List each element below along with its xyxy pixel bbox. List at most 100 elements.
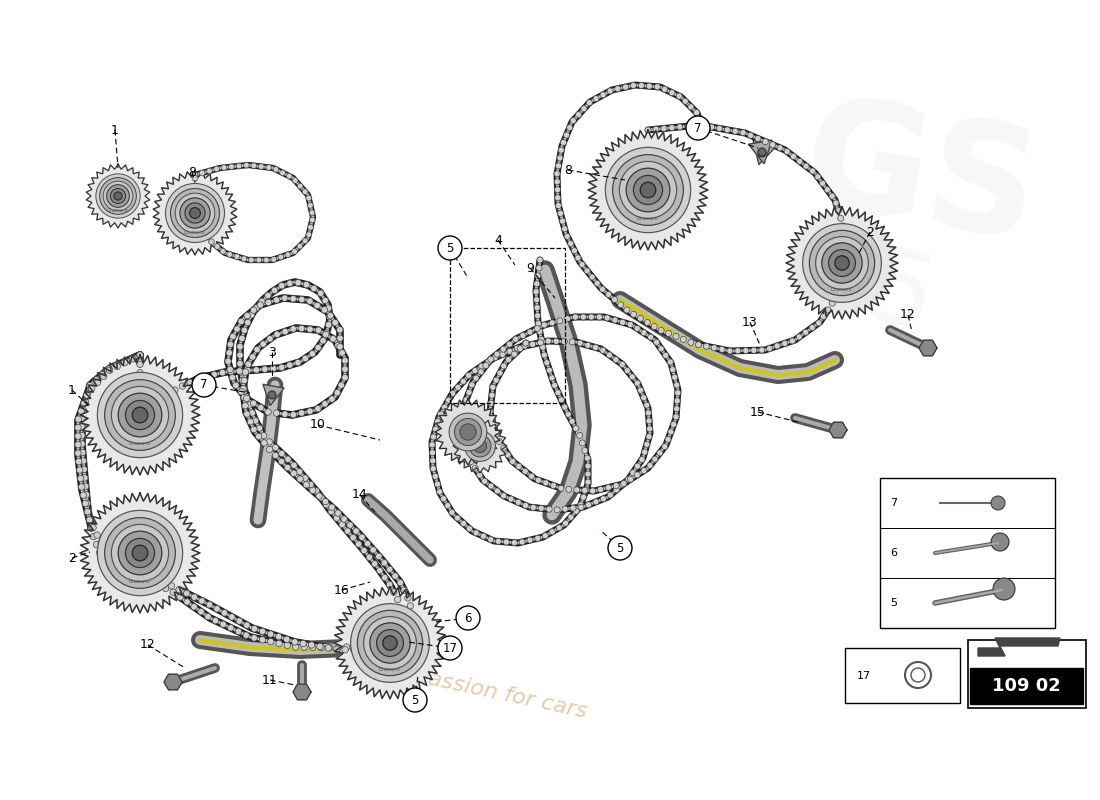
Circle shape — [634, 175, 662, 205]
Circle shape — [404, 626, 409, 633]
Circle shape — [82, 483, 89, 490]
Circle shape — [568, 241, 574, 246]
Circle shape — [238, 369, 244, 375]
Circle shape — [381, 560, 387, 566]
Circle shape — [292, 249, 297, 254]
Circle shape — [441, 404, 448, 410]
Circle shape — [828, 250, 856, 277]
Circle shape — [326, 645, 331, 651]
Circle shape — [243, 632, 250, 638]
Circle shape — [221, 610, 228, 616]
Circle shape — [346, 522, 353, 528]
Circle shape — [825, 307, 830, 313]
Circle shape — [803, 163, 810, 170]
Circle shape — [295, 359, 301, 366]
Circle shape — [300, 640, 307, 646]
Circle shape — [241, 378, 248, 384]
Circle shape — [597, 486, 604, 493]
Circle shape — [575, 255, 581, 261]
Circle shape — [432, 474, 439, 479]
Circle shape — [626, 168, 670, 212]
Circle shape — [102, 555, 109, 562]
Circle shape — [278, 254, 284, 260]
Circle shape — [236, 343, 243, 350]
Circle shape — [84, 500, 90, 506]
Circle shape — [676, 124, 683, 130]
Circle shape — [136, 352, 143, 358]
Circle shape — [192, 183, 198, 189]
Circle shape — [536, 321, 541, 326]
Text: 16: 16 — [334, 583, 350, 597]
Circle shape — [578, 340, 583, 346]
Circle shape — [822, 243, 862, 283]
Circle shape — [590, 488, 596, 494]
Circle shape — [535, 326, 540, 331]
Circle shape — [136, 412, 143, 418]
Circle shape — [429, 450, 436, 456]
Circle shape — [81, 474, 88, 481]
Circle shape — [265, 292, 272, 299]
Circle shape — [487, 408, 493, 414]
Circle shape — [454, 515, 461, 521]
Circle shape — [695, 342, 702, 348]
Circle shape — [464, 430, 495, 462]
Polygon shape — [334, 587, 446, 699]
Circle shape — [462, 444, 469, 450]
Circle shape — [238, 318, 244, 325]
Circle shape — [326, 322, 332, 328]
Circle shape — [82, 398, 89, 405]
Circle shape — [79, 415, 85, 422]
Circle shape — [569, 339, 575, 345]
Circle shape — [293, 644, 299, 650]
Circle shape — [791, 154, 796, 159]
Circle shape — [334, 645, 341, 651]
Circle shape — [461, 520, 466, 526]
Circle shape — [573, 508, 580, 514]
Circle shape — [400, 587, 407, 594]
Circle shape — [256, 257, 262, 263]
Circle shape — [619, 162, 676, 218]
Circle shape — [657, 450, 663, 456]
Circle shape — [392, 573, 398, 579]
Circle shape — [463, 397, 470, 403]
Text: 12: 12 — [140, 638, 156, 651]
Circle shape — [282, 328, 288, 335]
Circle shape — [213, 166, 220, 172]
Circle shape — [493, 377, 499, 383]
Circle shape — [213, 606, 220, 612]
Circle shape — [192, 198, 198, 204]
Circle shape — [478, 363, 485, 370]
Circle shape — [528, 474, 535, 479]
Circle shape — [635, 380, 640, 386]
Circle shape — [688, 104, 694, 110]
Circle shape — [370, 546, 376, 554]
Circle shape — [565, 411, 571, 418]
Circle shape — [273, 445, 278, 451]
Circle shape — [195, 213, 200, 218]
Bar — [968, 640, 1086, 708]
Text: 13: 13 — [742, 315, 758, 329]
Circle shape — [192, 175, 198, 182]
Circle shape — [538, 506, 544, 511]
Circle shape — [282, 295, 288, 302]
Text: 10: 10 — [310, 418, 326, 431]
Circle shape — [95, 379, 101, 386]
Circle shape — [114, 558, 121, 565]
Circle shape — [810, 168, 815, 174]
Circle shape — [512, 351, 517, 357]
Circle shape — [507, 348, 513, 354]
Circle shape — [314, 302, 320, 309]
Circle shape — [321, 306, 328, 313]
Circle shape — [318, 494, 324, 501]
Circle shape — [103, 181, 133, 211]
Circle shape — [315, 406, 321, 412]
Circle shape — [227, 366, 233, 373]
Circle shape — [274, 331, 280, 338]
Circle shape — [301, 644, 307, 650]
Circle shape — [585, 342, 591, 348]
Circle shape — [284, 636, 290, 642]
Circle shape — [364, 617, 417, 670]
Circle shape — [842, 246, 848, 253]
Circle shape — [438, 236, 462, 260]
Circle shape — [605, 485, 612, 490]
